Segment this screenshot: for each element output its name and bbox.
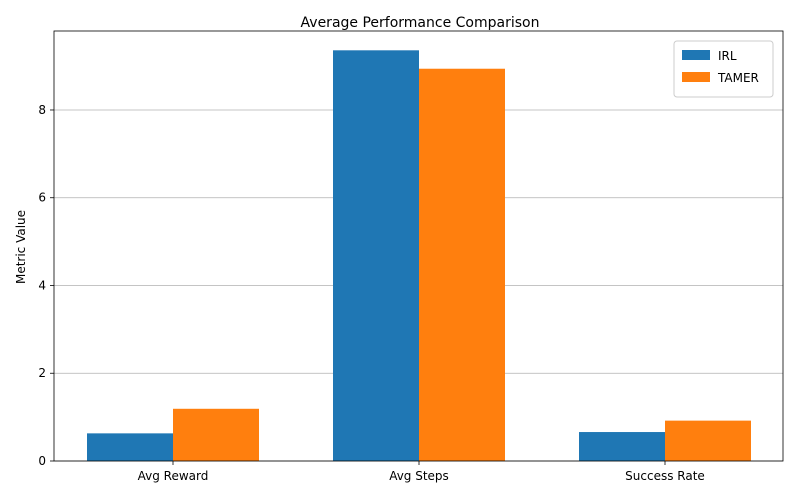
x-tick-label: Avg Steps [389, 469, 449, 483]
y-tick-label: 2 [38, 366, 46, 380]
legend: IRL TAMER [673, 40, 774, 98]
y-tick-label: 6 [38, 191, 46, 205]
x-tick-label: Success Rate [625, 469, 705, 483]
bars [87, 50, 751, 462]
legend-label-tamer: TAMER [717, 71, 759, 85]
chart-title: Average Performance Comparison [301, 15, 540, 31]
bar-tamer-avg-steps [419, 68, 505, 462]
x-tick-label: Avg Reward [138, 469, 209, 483]
legend-swatch-tamer [682, 72, 710, 82]
bar-tamer-avg-reward [173, 408, 259, 461]
y-axis-label: Metric Value [14, 210, 28, 284]
y-tick-label: 8 [38, 103, 46, 117]
legend-label-irl: IRL [718, 49, 737, 63]
plot-frame [53, 30, 784, 462]
legend-swatch-irl [682, 50, 710, 60]
y-tick-label: 0 [38, 454, 46, 468]
y-tick-label: 4 [38, 278, 46, 292]
bar-irl-avg-reward [87, 433, 173, 461]
bar-tamer-success-rate [665, 420, 751, 461]
axes: 0 2 4 6 8 Avg Reward Avg Steps Success Rate [38, 30, 784, 483]
bar-irl-avg-steps [333, 50, 419, 461]
bar-irl-success-rate [579, 432, 665, 461]
